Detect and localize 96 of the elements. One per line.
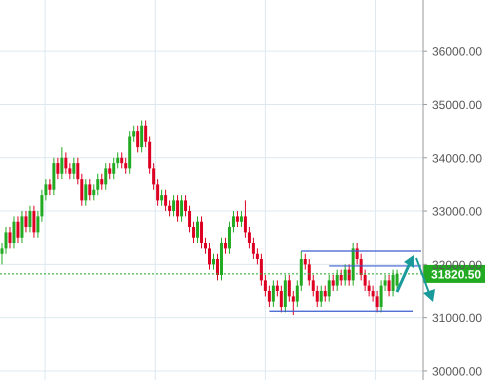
candlestick: [164, 190, 168, 212]
candlestick: [256, 248, 259, 264]
candlestick: [112, 158, 116, 180]
candlestick: [52, 158, 56, 196]
candlestick: [108, 163, 112, 180]
candlestick: [212, 254, 215, 270]
candlestick: [364, 270, 367, 291]
candlestick: [228, 222, 231, 254]
y-tick-label: 30000.00: [432, 364, 482, 378]
candlestick: [312, 275, 315, 296]
candlestick: [292, 290, 295, 315]
candlestick: [40, 190, 44, 222]
candlestick: [76, 158, 80, 184]
candlestick: [340, 270, 343, 286]
candlestick: [48, 179, 52, 196]
candlestick: [180, 195, 184, 222]
candlestick: [16, 216, 20, 244]
candlestick: [104, 163, 108, 190]
candlestick: [332, 275, 335, 291]
candlestick: [68, 163, 72, 180]
candlestick: [156, 179, 160, 206]
candlestick: [200, 216, 204, 248]
candlestick: [308, 259, 311, 286]
candlestick: [244, 200, 247, 238]
candlestick: [368, 280, 371, 296]
y-tick-label: 36000.00: [432, 44, 482, 59]
candlestick: [388, 275, 391, 296]
candlestick: [320, 286, 323, 307]
candlestick: [268, 286, 271, 307]
candlestick: [236, 211, 239, 228]
candlestick: [136, 126, 140, 152]
candlestick: [304, 254, 307, 270]
candlestick: [184, 195, 188, 216]
candlestick: [348, 264, 351, 286]
candlestick: [276, 280, 279, 296]
candlestick: [204, 238, 208, 254]
candlestick: [140, 120, 144, 152]
candlestick: [152, 163, 156, 190]
candlestick: [316, 286, 319, 307]
candlestick: [172, 195, 176, 216]
candlestick: [12, 216, 16, 248]
y-tick-label: 35000.00: [432, 98, 482, 112]
candlestick: [4, 227, 8, 254]
candlestick: [324, 286, 327, 302]
candlestick: [32, 206, 36, 238]
candlestick: [260, 254, 263, 286]
candlestick: [360, 254, 363, 280]
candlestick: [208, 243, 212, 270]
candlestick: [192, 222, 196, 244]
candlestick: [288, 275, 291, 302]
candlestick: [80, 174, 84, 206]
y-tick-label: 33000.00: [432, 204, 482, 219]
candlestick: [24, 211, 28, 232]
candlestick: [376, 290, 379, 312]
candlestick: [60, 147, 64, 180]
candlestick: [272, 280, 275, 307]
y-tick-label: 34000.00: [432, 151, 482, 166]
candlestick: [224, 238, 227, 254]
candlestick: [232, 211, 235, 232]
candlestick: [120, 152, 124, 168]
candlestick: [296, 280, 299, 307]
candlestick: [372, 286, 375, 302]
candlestick: [92, 184, 96, 200]
candlestick: [8, 227, 12, 248]
candlestick: [356, 243, 359, 264]
y-tick-label: 31000.00: [432, 311, 482, 326]
candlestick: [216, 254, 219, 280]
candlestick: [64, 152, 68, 174]
candlestick: [128, 131, 132, 174]
candlestick: [380, 280, 383, 312]
candlestick: [116, 152, 120, 168]
candlestick: [132, 126, 136, 142]
candlestick: [188, 206, 192, 232]
candlestick: [20, 211, 24, 244]
candlestick: [96, 174, 100, 196]
candlestick: [72, 158, 76, 180]
candlestick: [160, 190, 164, 206]
candlestick: [124, 158, 128, 174]
candlestick: [28, 206, 32, 232]
candlestick: [252, 238, 255, 260]
candlestick: [88, 179, 92, 200]
candlestick: [36, 211, 40, 238]
candlestick: [84, 179, 88, 206]
candlestick: [240, 211, 243, 228]
candlestick: [148, 136, 152, 174]
candlestick: [0, 243, 4, 264]
candlestick: [176, 195, 180, 222]
candlestick: [248, 227, 251, 248]
candlestick: [280, 286, 283, 312]
candlestick: [196, 216, 200, 244]
candlestick: [100, 174, 104, 190]
candlestick: [264, 275, 267, 296]
candlestick: [144, 120, 148, 148]
candlestick: [44, 179, 48, 200]
candlestick: [168, 200, 172, 216]
candlestick: [56, 158, 60, 180]
